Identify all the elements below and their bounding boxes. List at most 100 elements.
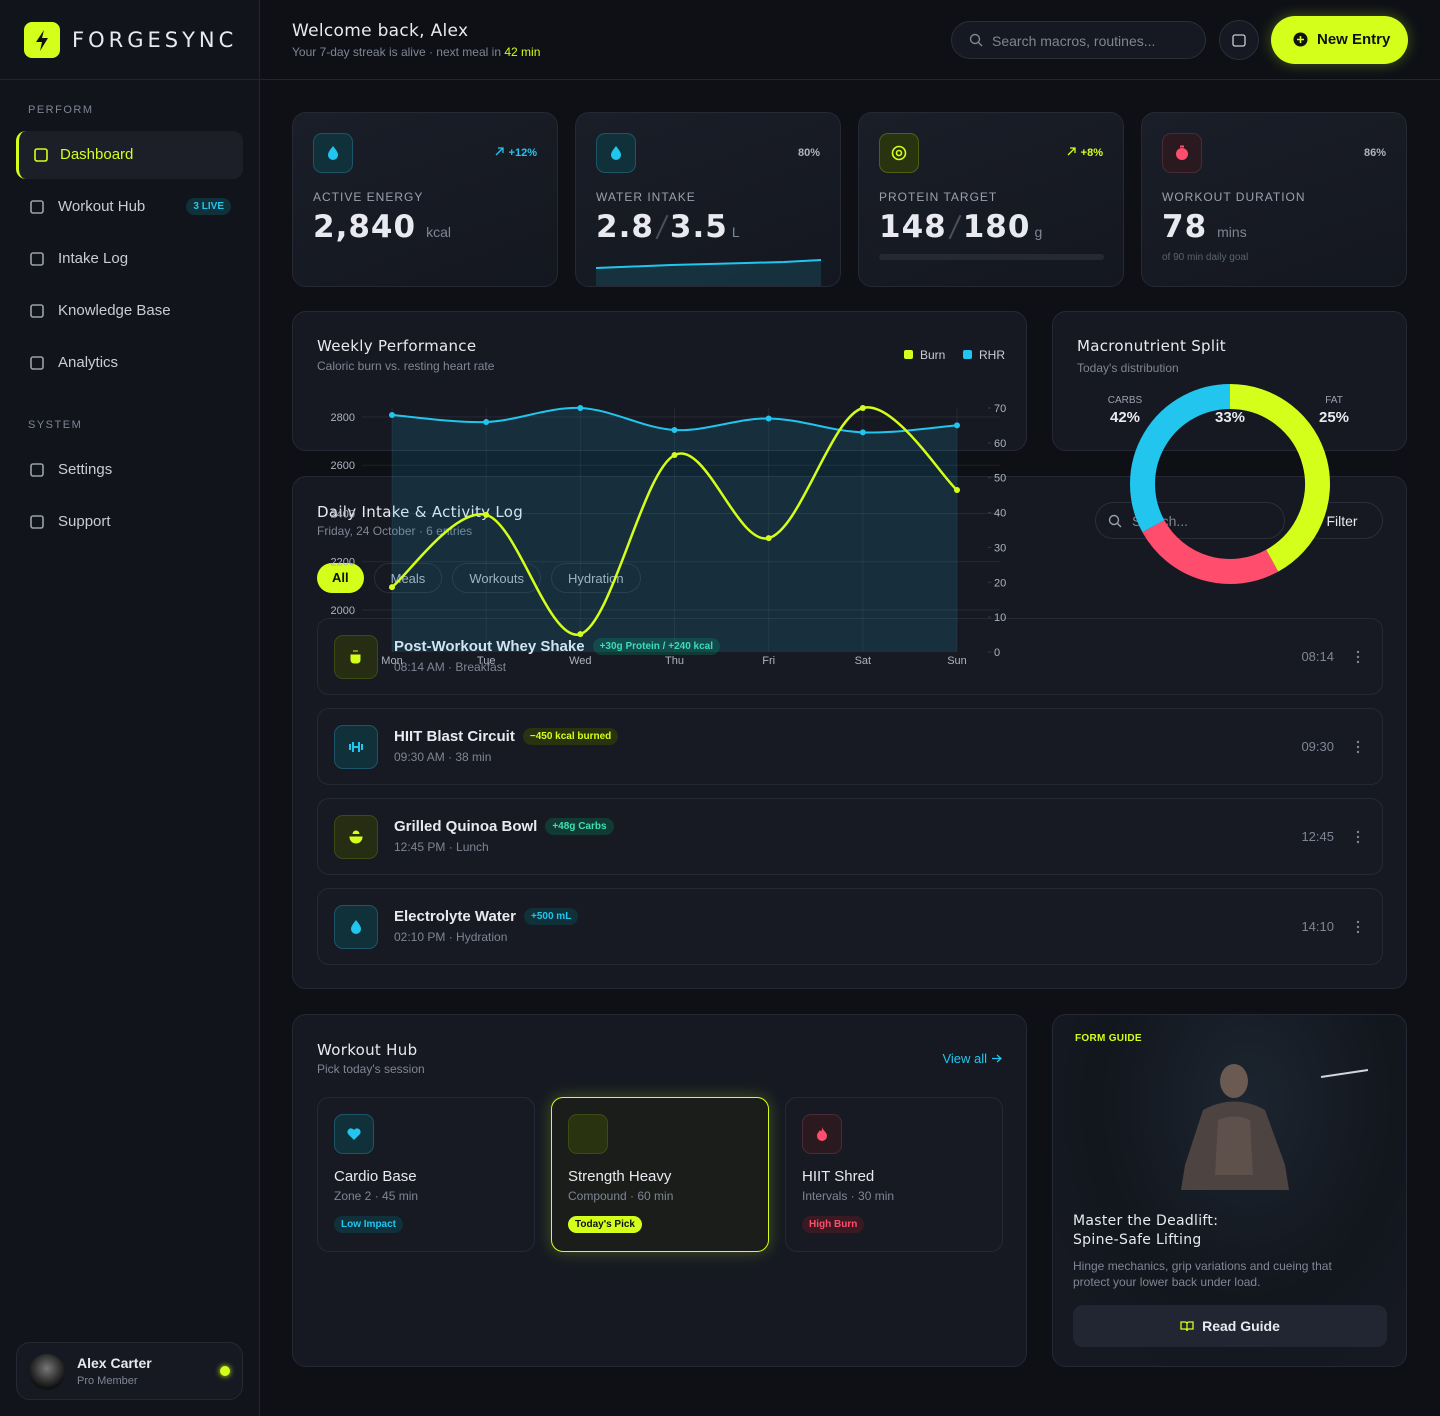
- card-title: Macronutrient Split: [1077, 337, 1226, 355]
- icon: [30, 200, 44, 214]
- search-icon: [1108, 514, 1122, 528]
- entry-tag: −450 kcal burned: [522, 728, 619, 745]
- icon: [30, 463, 44, 477]
- icon-shape: [1067, 147, 1076, 156]
- icon: [351, 920, 361, 934]
- filter-tab[interactable]: Hydration: [550, 563, 641, 593]
- nav-icon-wrap: [28, 513, 46, 536]
- nav-badge: 3 LIVE: [186, 198, 231, 215]
- stat-value: 2.8 3.5 L: [596, 209, 740, 245]
- entry-title-row: Post-Workout Whey Shake +30g Protein / +2…: [394, 638, 720, 656]
- card-title: Workout Hub: [317, 1041, 418, 1059]
- stat-label: ACTIVE ENERGY: [313, 190, 424, 204]
- icon-shape: [969, 33, 981, 45]
- filter-button[interactable]: Filter: [1301, 502, 1383, 539]
- session-icon: [334, 1114, 374, 1154]
- entry-meta: 12:45 PM · Lunch: [394, 840, 489, 854]
- icon-shape: [1356, 925, 1360, 929]
- filter-tab[interactable]: Meals: [373, 563, 443, 593]
- divider: [0, 79, 1440, 80]
- nav-item[interactable]: Support: [16, 498, 243, 546]
- page-subtitle: Your 7-day streak is alive · next meal i…: [292, 45, 540, 59]
- log-card: Daily Intake & Activity Log Friday, 24 Oc…: [292, 476, 1407, 989]
- log-search[interactable]: Search...: [1095, 502, 1285, 539]
- target: 3.5: [669, 209, 728, 245]
- point: [671, 452, 678, 459]
- entry-title: Electrolyte Water: [394, 908, 516, 925]
- icon-shape: [1117, 523, 1122, 528]
- nav-item[interactable]: Analytics: [16, 339, 243, 387]
- nav-item[interactable]: Intake Log: [16, 235, 243, 283]
- athlete-head: [1220, 1064, 1248, 1098]
- session-title: Cardio Base: [334, 1168, 417, 1185]
- icon-shape: [30, 304, 44, 318]
- stat-value: 148 180 g: [879, 209, 1042, 245]
- log-entry[interactable]: Grilled Quinoa Bowl +48g Carbs 12:45 PM · …: [317, 798, 1383, 875]
- session-meta: Zone 2 · 45 min: [334, 1189, 419, 1203]
- session-card[interactable]: HIIT Shred Intervals · 30 min High Burn: [785, 1097, 1003, 1252]
- icon: [328, 146, 338, 160]
- icon-shape: [30, 200, 44, 214]
- log-entry[interactable]: Post-Workout Whey Shake +30g Protein / +2…: [317, 618, 1383, 695]
- stat-badge: +12%: [495, 147, 537, 159]
- entry-time: 08:14: [1301, 649, 1334, 664]
- badge-text: 86%: [1363, 147, 1386, 159]
- nav-icon-wrap: [28, 302, 46, 325]
- new-entry-button[interactable]: New Entry: [1271, 16, 1408, 64]
- legend-label: RHR: [979, 348, 1005, 362]
- session-card[interactable]: Cardio Base Zone 2 · 45 min Low Impact: [317, 1097, 535, 1252]
- entry-title-row: Electrolyte Water +500 mL: [394, 908, 579, 926]
- entry-time: 12:45: [1301, 829, 1334, 844]
- icon-shape: [611, 146, 621, 160]
- badge-text: 80%: [797, 147, 820, 159]
- icon-shape: [347, 1128, 361, 1140]
- entry-title-row: Grilled Quinoa Bowl +48g Carbs: [394, 818, 614, 836]
- kebab-menu: [1356, 650, 1360, 664]
- icon-shape: [30, 252, 44, 266]
- icon-shape: [30, 515, 44, 529]
- status-dot: [220, 1366, 230, 1376]
- icon-shape: [351, 920, 361, 934]
- subtitle-highlight: 42 min: [504, 45, 541, 59]
- nav-item[interactable]: Workout Hub 3 LIVE: [16, 183, 243, 231]
- guide-card: FORM GUIDE Master the Deadlift: Spine-Safe…: [1052, 1014, 1407, 1367]
- entry-icon: [334, 815, 378, 859]
- icon: [349, 742, 363, 752]
- entry-icon: [334, 635, 378, 679]
- subtitle-text: Your 7-day streak is alive · next meal i…: [292, 45, 501, 59]
- entry-icon: [334, 725, 378, 769]
- log-entry[interactable]: HIIT Blast Circuit −450 kcal burned 09:30 …: [317, 708, 1383, 785]
- icon-shape: [30, 356, 44, 370]
- nav-icon-wrap: [28, 354, 46, 377]
- search-icon: [969, 33, 983, 47]
- macro-card: Macronutrient Split Today's distribution: [1052, 311, 1407, 451]
- plus-icon: [1293, 32, 1308, 47]
- icon-shape: [1356, 655, 1360, 659]
- nav-item[interactable]: Knowledge Base: [16, 287, 243, 335]
- log-entry[interactable]: Electrolyte Water +500 mL 02:10 PM · Hydra…: [317, 888, 1383, 965]
- search-box[interactable]: Search macros, routines...: [951, 21, 1206, 59]
- nav-item[interactable]: Dashboard: [16, 131, 243, 179]
- legend-swatch: [963, 350, 972, 359]
- icon-shape: [30, 463, 44, 477]
- nav-icon-wrap: [32, 146, 50, 169]
- view-all-link[interactable]: View all: [942, 1051, 1002, 1066]
- icon-shape: [350, 650, 361, 664]
- icon-shape: [1108, 514, 1120, 526]
- entry-meta: 08:14 AM · Breakfast: [394, 660, 507, 674]
- filter-tab[interactable]: Workouts: [452, 563, 541, 593]
- icon-shape: [1232, 34, 1246, 47]
- icon-shape: [1180, 1321, 1194, 1332]
- filter-tab[interactable]: All: [317, 563, 364, 593]
- read-guide-button[interactable]: Read Guide: [1073, 1305, 1387, 1347]
- entry-tag: +500 mL: [524, 908, 579, 925]
- nav-item[interactable]: Settings: [16, 446, 243, 494]
- user-card[interactable]: Alex Carter Pro Member: [16, 1342, 243, 1400]
- icon-shape: [34, 148, 48, 162]
- session-card[interactable]: Strength Heavy Compound · 60 min Today's P…: [551, 1097, 769, 1252]
- session-tag: Today's Pick: [568, 1216, 642, 1233]
- calendar-button[interactable]: [1219, 20, 1259, 60]
- value: 148: [879, 209, 947, 245]
- icon: [30, 304, 44, 318]
